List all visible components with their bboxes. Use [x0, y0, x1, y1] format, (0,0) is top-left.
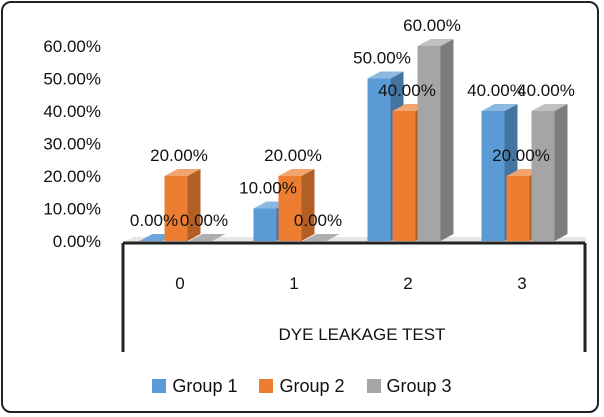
bar — [303, 234, 340, 241]
legend-item: Group 2 — [259, 375, 345, 397]
bar-side — [440, 39, 454, 241]
x-tick-label: 3 — [517, 274, 526, 293]
bar-front — [417, 46, 441, 241]
y-tick-label: 10.00% — [43, 200, 101, 219]
data-label: 0.00% — [130, 211, 178, 230]
x-tick-label: 0 — [175, 274, 184, 293]
bar-top — [278, 169, 315, 176]
bar-top — [417, 39, 454, 46]
data-labels: 0.00% 20.00% 0.00% 10.00% 20.00% 0.00% 50.00% 4… — [130, 16, 575, 230]
legend-item: Group 1 — [152, 376, 237, 397]
bar-front — [164, 176, 188, 241]
data-label: 40.00% — [517, 81, 575, 100]
chart-floor — [120, 237, 587, 352]
y-axis-ticks: 0.00% 10.00% 20.00% 30.00% 40.00% 50.00% 60.00… — [43, 37, 101, 251]
bar-front — [392, 111, 416, 241]
data-label: 40.00% — [467, 81, 525, 100]
bar-side — [301, 169, 315, 241]
y-tick-label: 30.00% — [43, 135, 101, 154]
legend-swatch — [152, 379, 167, 393]
bar — [531, 104, 568, 241]
bar — [417, 39, 454, 241]
x-axis-ticks: 0 1 2 3 — [175, 274, 526, 293]
bar-top — [531, 104, 568, 111]
legend-swatch — [366, 379, 381, 393]
bar-front — [253, 208, 277, 241]
bar-front — [481, 111, 505, 241]
bar-top — [481, 104, 518, 111]
bar-top — [189, 234, 226, 241]
legend-label: Group 3 — [386, 375, 452, 396]
legend-label: Group 2 — [279, 375, 345, 396]
legend-swatch — [259, 379, 274, 393]
data-label: 20.00% — [492, 146, 550, 165]
legend-label: Group 1 — [172, 375, 238, 396]
bar-side — [554, 104, 568, 241]
bar-top — [303, 234, 340, 241]
bars — [139, 39, 568, 241]
bar-top — [367, 71, 404, 79]
bar — [278, 169, 315, 241]
data-label: 0.00% — [180, 211, 228, 230]
bar-front — [278, 176, 302, 241]
bar — [189, 234, 226, 241]
bar-front — [531, 111, 555, 241]
legend: Group 1 Group 2 Group 3 — [0, 372, 604, 400]
data-label: 20.00% — [150, 146, 208, 165]
x-tick-label: 1 — [289, 274, 298, 293]
y-tick-label: 60.00% — [43, 37, 101, 56]
bar-front — [367, 78, 391, 241]
data-label: 20.00% — [264, 146, 322, 165]
y-tick-label: 0.00% — [53, 232, 101, 251]
bar-side — [187, 169, 201, 241]
y-tick-label: 40.00% — [43, 102, 101, 121]
data-label: 0.00% — [294, 211, 342, 230]
x-axis-label: DYE LEAKAGE TEST — [279, 325, 446, 344]
y-tick-label: 50.00% — [43, 70, 101, 89]
bar-front — [506, 176, 530, 241]
data-label: 40.00% — [378, 81, 436, 100]
data-label: 60.00% — [403, 16, 461, 35]
y-tick-label: 20.00% — [43, 167, 101, 186]
data-label: 10.00% — [239, 179, 297, 198]
floor-outline — [121, 241, 587, 352]
data-label: 50.00% — [353, 49, 411, 68]
bar — [164, 169, 201, 241]
bar-top — [164, 169, 201, 176]
legend-item: Group 3 — [366, 375, 452, 397]
x-tick-label: 2 — [403, 274, 412, 293]
